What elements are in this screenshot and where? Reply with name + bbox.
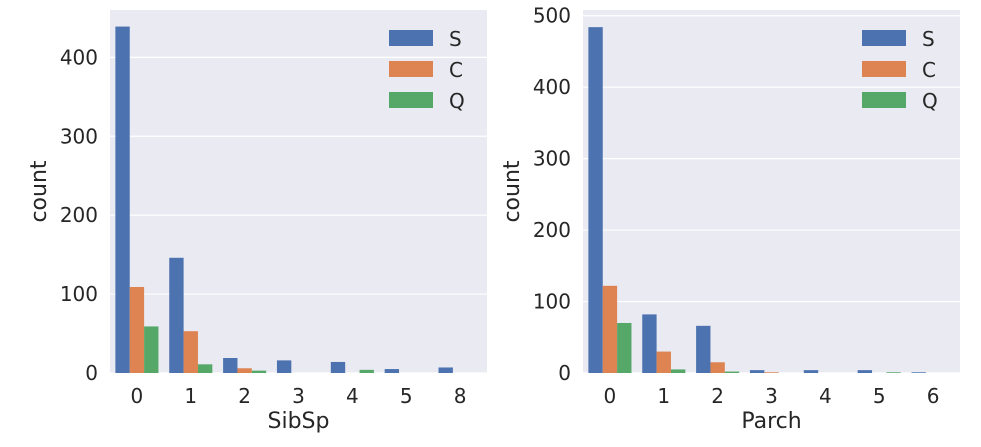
bar-Q-0 bbox=[144, 326, 159, 373]
bar-S-0 bbox=[588, 27, 603, 374]
y-tick-label: 400 bbox=[533, 75, 571, 99]
x-axis-label: SibSp bbox=[268, 409, 330, 434]
y-tick-label: 400 bbox=[60, 45, 98, 69]
x-tick-label: 4 bbox=[346, 384, 359, 408]
y-axis-label: count bbox=[500, 160, 525, 222]
y-axis-label: count bbox=[27, 160, 52, 222]
x-axis-label: Parch bbox=[741, 409, 801, 434]
bar-C-1 bbox=[656, 351, 671, 373]
x-tick-label: 4 bbox=[819, 384, 832, 408]
y-tick-label: 0 bbox=[558, 361, 571, 385]
bar-S-3 bbox=[276, 360, 292, 373]
bar-Q-4 bbox=[359, 369, 374, 373]
bar-S-0 bbox=[115, 26, 130, 373]
legend: SCQ bbox=[389, 27, 465, 113]
legend-label-C: C bbox=[922, 58, 936, 82]
legend-label-C: C bbox=[449, 58, 463, 82]
bar-Q-0 bbox=[617, 322, 632, 373]
bar-S-4 bbox=[330, 361, 346, 373]
legend-label-S: S bbox=[922, 27, 935, 51]
bar-Q-2 bbox=[724, 371, 740, 373]
legend-swatch-S bbox=[389, 30, 433, 46]
bar-S-3 bbox=[749, 370, 765, 373]
legend-swatch-C bbox=[389, 61, 433, 77]
bar-S-1 bbox=[642, 314, 657, 373]
bar-S-4 bbox=[803, 370, 819, 373]
bar-Q-5 bbox=[886, 372, 901, 373]
bar-C-1 bbox=[183, 331, 198, 373]
x-tick-label: 3 bbox=[765, 384, 778, 408]
y-tick-label: 500 bbox=[533, 4, 571, 28]
bar-C-0 bbox=[129, 286, 145, 373]
bar-Q-1 bbox=[670, 369, 686, 373]
legend-label-Q: Q bbox=[922, 89, 938, 113]
chart-1: 0 100 200 300 400 0 1 2 3 4 5 8 SibSp count SCQ bbox=[27, 10, 487, 434]
chart-2: 0 100 200 300 400 500 0 1 2 3 4 5 6 Parch count SCQ bbox=[500, 4, 960, 434]
bar-S-8 bbox=[438, 367, 453, 373]
x-tick-label: 0 bbox=[131, 384, 144, 408]
y-tick-label: 100 bbox=[533, 290, 571, 314]
bar-Q-2 bbox=[251, 370, 267, 373]
x-tick-label: 6 bbox=[927, 384, 940, 408]
y-tick-label: 100 bbox=[60, 282, 98, 306]
bar-C-2 bbox=[237, 368, 252, 373]
x-tick-label: 5 bbox=[873, 384, 886, 408]
x-tick-label: 2 bbox=[238, 384, 251, 408]
x-tick-label: 8 bbox=[454, 384, 467, 408]
legend-label-Q: Q bbox=[449, 89, 465, 113]
legend: SCQ bbox=[862, 27, 938, 113]
bar-S-5 bbox=[857, 370, 873, 373]
bar-S-2 bbox=[223, 358, 238, 373]
bar-C-2 bbox=[710, 362, 725, 373]
x-tick-label: 3 bbox=[292, 384, 305, 408]
x-tick-label: 5 bbox=[400, 384, 413, 408]
legend-label-S: S bbox=[449, 27, 462, 51]
y-tick-label: 200 bbox=[533, 218, 571, 242]
legend-swatch-Q bbox=[389, 92, 433, 108]
bar-S-2 bbox=[696, 325, 711, 373]
bar-S-1 bbox=[169, 257, 184, 373]
y-tick-label: 300 bbox=[60, 124, 98, 148]
x-tick-label: 1 bbox=[184, 384, 197, 408]
y-tick-label: 200 bbox=[60, 203, 98, 227]
legend-swatch-C bbox=[862, 61, 906, 77]
x-tick-label: 0 bbox=[604, 384, 617, 408]
bar-C-0 bbox=[602, 285, 618, 373]
y-tick-label: 300 bbox=[533, 147, 571, 171]
x-tick-label: 2 bbox=[711, 384, 724, 408]
bar-C-3 bbox=[764, 372, 779, 373]
bar-Q-1 bbox=[197, 364, 213, 373]
bar-S-5 bbox=[384, 369, 400, 373]
legend-swatch-Q bbox=[862, 92, 906, 108]
y-tick-label: 0 bbox=[85, 361, 98, 385]
x-tick-label: 1 bbox=[657, 384, 670, 408]
legend-swatch-S bbox=[862, 30, 906, 46]
bar-S-6 bbox=[911, 372, 926, 373]
